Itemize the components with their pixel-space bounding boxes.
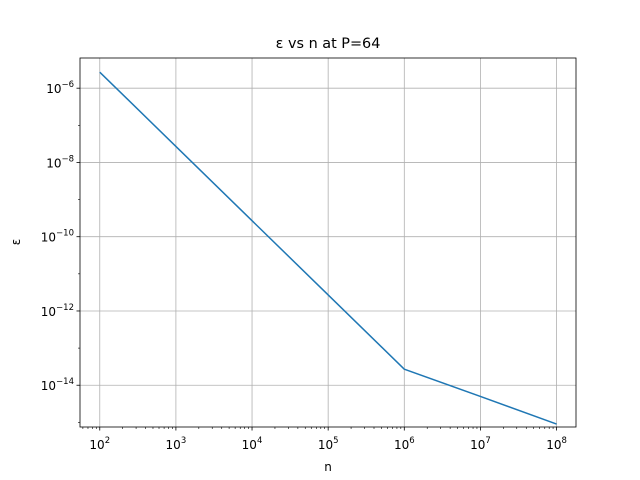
x-tick-label: 103 [166, 436, 187, 452]
x-tick-label: 104 [242, 436, 263, 452]
x-tick-label: 108 [546, 436, 567, 452]
series-group [99, 71, 557, 425]
x-tick-label: 102 [89, 436, 110, 452]
x-axis-label: n [324, 460, 332, 474]
series-line [99, 71, 557, 425]
y-tick-label: 10−10 [41, 229, 74, 245]
y-axis: 10−14 10−12 10−10 10−8 10−6 [41, 80, 80, 423]
y-tick-label: 10−6 [46, 80, 74, 96]
y-tick-label: 10−8 [46, 154, 74, 170]
x-tick-label: 106 [394, 436, 415, 452]
chart-title: ε vs n at P=64 [276, 36, 381, 52]
x-tick-label: 105 [318, 436, 339, 452]
x-tick-label: 107 [470, 436, 491, 452]
y-tick-label: 10−14 [41, 377, 74, 393]
grid [80, 58, 576, 427]
x-axis: 102 103 104 105 106 107 108 [82, 427, 567, 452]
y-tick-label: 10−12 [41, 303, 74, 319]
y-axis-label: ε [9, 239, 23, 246]
